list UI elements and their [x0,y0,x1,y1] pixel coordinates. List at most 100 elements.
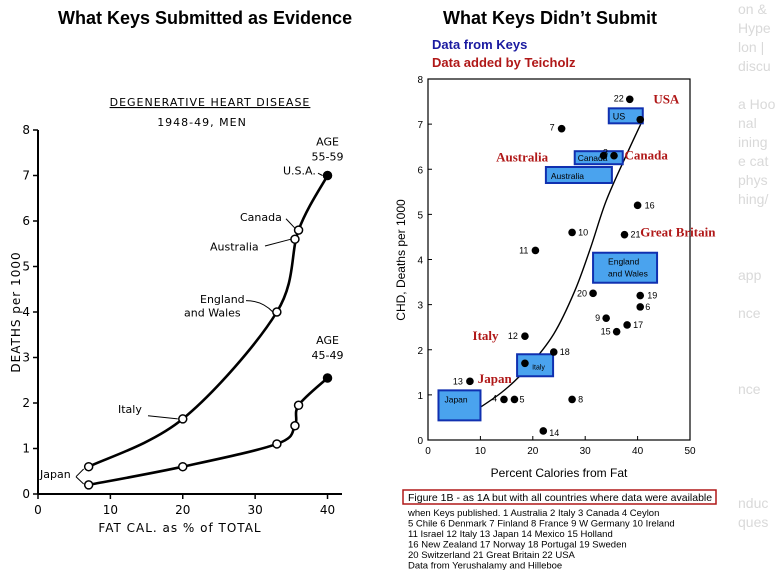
left-panel-title: What Keys Submitted as Evidence [58,8,353,28]
faded-text-line: lon | [738,39,765,55]
data-point [531,246,540,255]
y-tick-label: 5 [417,210,423,221]
point-label-usa: U.S.A. [283,165,316,178]
faded-text-line [738,285,783,304]
point-id-label: 12 [508,331,518,341]
point-label-england: England [200,293,245,306]
data-point [290,421,300,431]
faded-text-line [738,209,783,228]
box-england-wales [592,251,659,284]
point-label-wales: and Wales [184,307,241,320]
x-tick-label: 50 [684,446,696,457]
point-id-label: 8 [578,394,583,404]
data-point [602,314,610,322]
box-us [607,107,644,125]
y-tick-label: 2 [417,346,423,357]
point-id-label: 7 [550,123,555,133]
data-point [568,228,576,237]
x-tick-label: 40 [320,503,335,517]
data-point [549,348,558,356]
label-leader [245,300,274,313]
x-axis-label: Percent Calories from Fat [491,466,628,480]
faded-text-line [738,437,783,456]
faded-text-line [738,323,783,342]
data-point [500,395,508,404]
legend-teicholz-data: Data added by Teicholz [432,55,576,70]
teicholz-label-japan: Japan [478,371,513,386]
point-id-label: 10 [578,227,588,237]
right-panel-title: What Keys Didn’t Submit [443,8,658,28]
label-leader [147,415,178,420]
data-point [272,307,282,317]
point-id-label: 6 [645,302,650,312]
left-chart: 0 1 2 3 4 5 6 7 8 0 10 20 30 40 DEGENERATIVE HEART DIS… [9,96,344,535]
label-leader [75,476,85,485]
data-point [322,373,333,383]
y-tick-label: 3 [22,351,30,365]
faded-text-line: ques [738,514,769,530]
y-tick-label: 7 [22,169,30,183]
point-id-label: 20 [577,288,587,298]
point-id-label: 19 [647,291,657,301]
data-point [610,151,618,160]
teicholz-label-usa: USA [653,91,680,106]
box-australia [544,165,613,184]
faded-text-line: hing/ [738,191,769,207]
legend-keys-data: Data from Keys [432,37,528,52]
data-point [272,439,282,449]
x-tick-label: 40 [632,446,644,457]
x-tick-label: 0 [34,503,42,517]
caption-header-box [402,489,717,505]
label-leader [75,468,85,478]
caption-line: 20 Switzerland 21 Great Britain 22 USA [408,550,576,561]
point-id-label: 17 [633,320,643,330]
point-id-label: 3 [603,148,608,158]
teicholz-label-great-britain: Great Britain [640,224,716,239]
teicholz-label-canada: Canada [625,148,669,163]
faded-text-line [738,361,783,380]
keys-label-us: US [613,111,626,121]
faded-text-line: nce [738,381,761,397]
x-tick-label: 10 [475,446,487,457]
box-japan [437,389,482,422]
data-point [83,461,94,472]
y-tick-label: 4 [22,305,30,319]
point-id-label: 21 [631,230,641,240]
point-id-label: 15 [601,327,611,337]
y-tick-label: 6 [417,165,423,176]
y-tick-label: 3 [417,301,423,312]
faded-text-line [738,247,783,266]
caption-line: Data from Yerushalamy and Hilleboe [408,561,562,570]
faded-text-line [738,475,783,494]
data-point [293,400,304,411]
x-tick-label: 20 [527,446,539,457]
data-point [521,332,529,341]
point-id-label: 11 [519,245,528,255]
faded-text-line: Hype [738,20,771,36]
data-point [625,95,634,104]
y-tick-label: 1 [417,391,423,402]
x-axis-label: FAT CAL. as % of TOTAL [98,521,261,535]
caption-line: when Keys published. 1 Australia 2 Italy… [407,508,659,519]
faded-text-line [738,418,783,437]
faded-text-line [738,76,783,95]
faded-text-line: phys [738,172,768,188]
point-label-italy: Italy [118,403,142,416]
label-leader [264,238,292,247]
x-tick-label: 30 [248,503,263,517]
teicholz-label-italy: Italy [473,328,500,343]
point-label-australia: Australia [210,241,259,254]
y-axis-label: DEATHS per 1000 [9,251,23,372]
faded-text-line [738,456,783,475]
keys-label-wales: and Wales [608,269,648,279]
data-point [539,427,548,435]
caption-line: 16 New Zealand 17 Norway 18 Portugal 19 … [408,540,627,551]
age-label: AGE [316,136,339,149]
data-point [510,395,519,404]
y-tick-label: 1 [22,442,30,456]
keys-label-japan: Japan [444,394,467,404]
point-id-label: 5 [519,394,524,404]
keys-label-canada: Canada [578,153,608,163]
y-axis-label: CHD, Deaths per 1000 [394,199,408,321]
